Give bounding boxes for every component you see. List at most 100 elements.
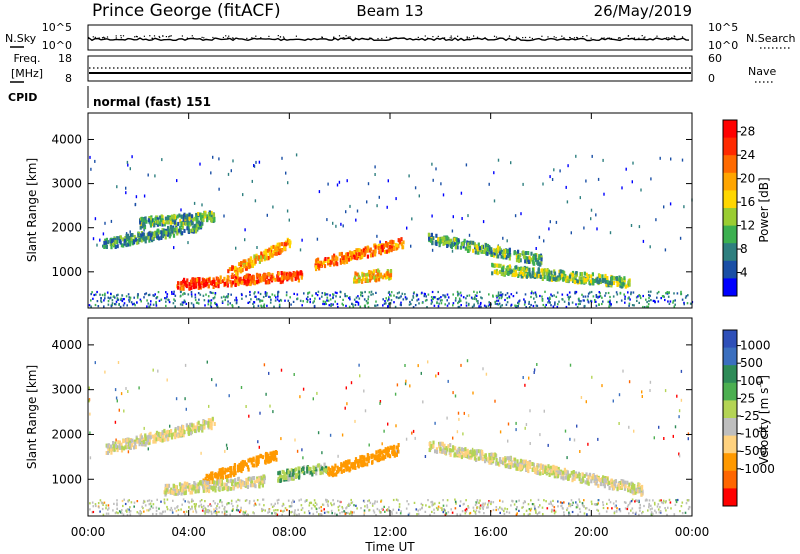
echo-cell bbox=[96, 243, 98, 247]
ground-scatter-cell bbox=[332, 303, 334, 306]
ground-scatter-cell bbox=[578, 498, 580, 501]
ground-scatter-cell bbox=[202, 504, 205, 508]
echo-cell bbox=[565, 278, 568, 283]
search-noise-dot bbox=[222, 36, 224, 39]
ground-scatter-cell bbox=[647, 305, 650, 308]
ground-scatter-cell bbox=[586, 513, 588, 516]
echo-cell bbox=[170, 489, 173, 494]
echo-cell bbox=[628, 425, 630, 429]
echo-cell bbox=[206, 360, 208, 364]
search-noise-dot bbox=[122, 35, 125, 37]
search-noise-dot bbox=[674, 36, 676, 38]
echo-cell bbox=[534, 254, 537, 259]
ground-scatter-cell bbox=[127, 293, 130, 296]
ground-scatter-cell bbox=[597, 509, 600, 512]
search-noise-dot bbox=[517, 37, 520, 40]
search-noise-dot bbox=[495, 36, 498, 38]
ground-scatter-cell bbox=[330, 304, 332, 307]
ground-scatter-cell bbox=[500, 294, 502, 297]
ground-scatter-cell bbox=[301, 507, 304, 510]
echo-cell bbox=[185, 220, 188, 225]
ground-scatter-cell bbox=[337, 506, 340, 509]
ground-scatter-cell bbox=[444, 513, 447, 516]
echo-cell bbox=[520, 270, 523, 275]
echo-cell bbox=[122, 237, 125, 242]
search-noise-dot bbox=[576, 36, 578, 39]
ground-scatter-cell bbox=[460, 304, 462, 307]
ground-scatter-cell bbox=[529, 306, 531, 309]
ground-scatter-cell bbox=[290, 303, 292, 306]
echo-cell bbox=[151, 222, 154, 227]
echo-cell bbox=[596, 227, 598, 231]
echo-cell bbox=[186, 226, 189, 231]
echo-cell bbox=[519, 258, 522, 263]
ground-scatter-cell bbox=[339, 290, 342, 293]
echo-cell bbox=[390, 245, 393, 250]
echo-cell bbox=[466, 245, 469, 250]
ground-scatter-cell bbox=[334, 291, 337, 294]
echo-cell bbox=[225, 486, 228, 490]
echo-cell bbox=[153, 221, 156, 225]
ground-scatter-cell bbox=[180, 508, 182, 511]
echo-cell bbox=[390, 248, 393, 253]
ground-scatter-cell bbox=[152, 294, 154, 297]
echo-cell bbox=[429, 238, 433, 243]
echo-cell bbox=[395, 445, 398, 450]
ground-scatter-cell bbox=[480, 301, 482, 305]
echo-cell bbox=[576, 279, 579, 284]
ground-scatter-cell bbox=[522, 505, 524, 509]
echo-cell bbox=[578, 276, 581, 281]
echo-cell bbox=[516, 252, 519, 256]
echo-cell bbox=[124, 236, 127, 240]
echo-cell bbox=[158, 236, 161, 241]
echo-cell bbox=[172, 215, 175, 220]
echo-cell bbox=[313, 466, 316, 471]
ground-scatter-cell bbox=[683, 301, 685, 304]
ground-scatter-cell bbox=[587, 295, 589, 298]
ground-scatter-cell bbox=[384, 510, 386, 513]
echo-cell bbox=[379, 401, 381, 405]
ground-scatter-cell bbox=[310, 507, 313, 510]
echo-cell bbox=[338, 467, 341, 471]
echo-cell bbox=[346, 179, 348, 183]
echo-cell bbox=[161, 234, 164, 238]
ground-scatter-cell bbox=[473, 290, 475, 293]
ground-scatter-cell bbox=[207, 509, 210, 512]
echo-cell bbox=[462, 432, 464, 436]
echo-cell bbox=[226, 487, 229, 492]
echo-cell bbox=[181, 231, 184, 236]
ground-scatter-cell bbox=[206, 510, 208, 514]
echo-cell bbox=[266, 248, 269, 253]
colorbar-swatch bbox=[723, 120, 737, 139]
ground-scatter-cell bbox=[123, 302, 126, 305]
echo-cell bbox=[143, 225, 147, 230]
echo-cell bbox=[175, 433, 178, 437]
echo-cell bbox=[161, 438, 164, 443]
ground-scatter-cell bbox=[210, 510, 213, 513]
echo-cell bbox=[327, 466, 330, 471]
ground-scatter-cell bbox=[123, 498, 125, 501]
echo-cell bbox=[120, 243, 123, 248]
echo-cell bbox=[262, 254, 265, 259]
echo-cell bbox=[197, 212, 200, 216]
ground-scatter-cell bbox=[515, 500, 518, 503]
echo-cell bbox=[281, 274, 284, 278]
echo-cell bbox=[435, 167, 437, 171]
ground-scatter-cell bbox=[333, 502, 335, 505]
echo-cell bbox=[187, 487, 190, 492]
echo-cell bbox=[177, 221, 180, 226]
search-noise-dot bbox=[619, 37, 621, 39]
echo-cell bbox=[167, 216, 170, 221]
ground-scatter-cell bbox=[404, 293, 406, 296]
ground-scatter-cell bbox=[226, 513, 228, 516]
ground-scatter-cell bbox=[432, 503, 435, 506]
echo-cell bbox=[184, 489, 187, 494]
ground-scatter-cell bbox=[159, 512, 161, 515]
ground-scatter-cell bbox=[446, 304, 449, 307]
ground-scatter-cell bbox=[674, 303, 676, 306]
ground-scatter-cell bbox=[207, 299, 210, 302]
ground-scatter-cell bbox=[148, 293, 151, 296]
echo-cell bbox=[168, 228, 171, 233]
ground-scatter-cell bbox=[194, 507, 197, 510]
ground-scatter-cell bbox=[375, 514, 377, 517]
